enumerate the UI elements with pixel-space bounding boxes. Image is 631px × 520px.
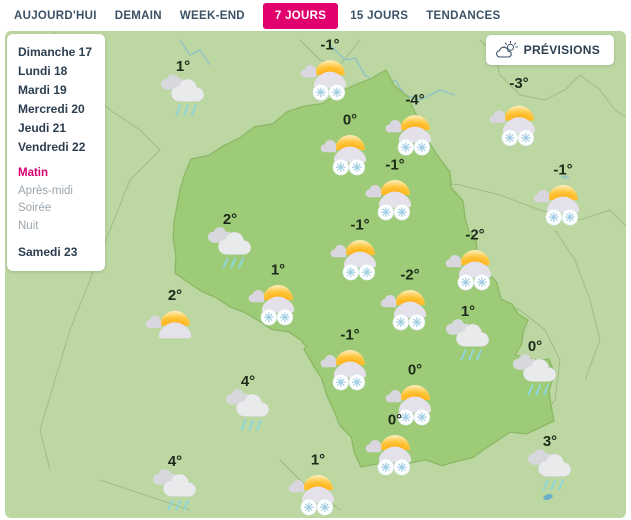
svg-text:0°: 0° — [388, 411, 402, 428]
svg-text:4°: 4° — [241, 373, 255, 390]
svg-text:-3°: -3° — [509, 75, 528, 92]
svg-text:-2°: -2° — [400, 266, 419, 283]
svg-text:-4°: -4° — [405, 92, 424, 109]
svg-text:1°: 1° — [461, 303, 475, 320]
svg-text:-2°: -2° — [465, 226, 484, 243]
svg-text:-1°: -1° — [320, 37, 339, 54]
svg-text:0°: 0° — [528, 338, 542, 355]
svg-text:1°: 1° — [311, 451, 325, 468]
svg-text:-1°: -1° — [340, 326, 359, 343]
svg-text:2°: 2° — [223, 211, 237, 228]
svg-text:1°: 1° — [176, 58, 190, 75]
svg-text:1°: 1° — [271, 261, 285, 278]
svg-text:-1°: -1° — [350, 216, 369, 233]
svg-text:-1°: -1° — [553, 161, 572, 178]
svg-text:3°: 3° — [543, 433, 557, 450]
svg-text:0°: 0° — [343, 111, 357, 128]
svg-text:-1°: -1° — [385, 156, 404, 173]
svg-text:2°: 2° — [168, 287, 182, 304]
svg-text:4°: 4° — [168, 453, 182, 470]
svg-text:0°: 0° — [408, 361, 422, 378]
